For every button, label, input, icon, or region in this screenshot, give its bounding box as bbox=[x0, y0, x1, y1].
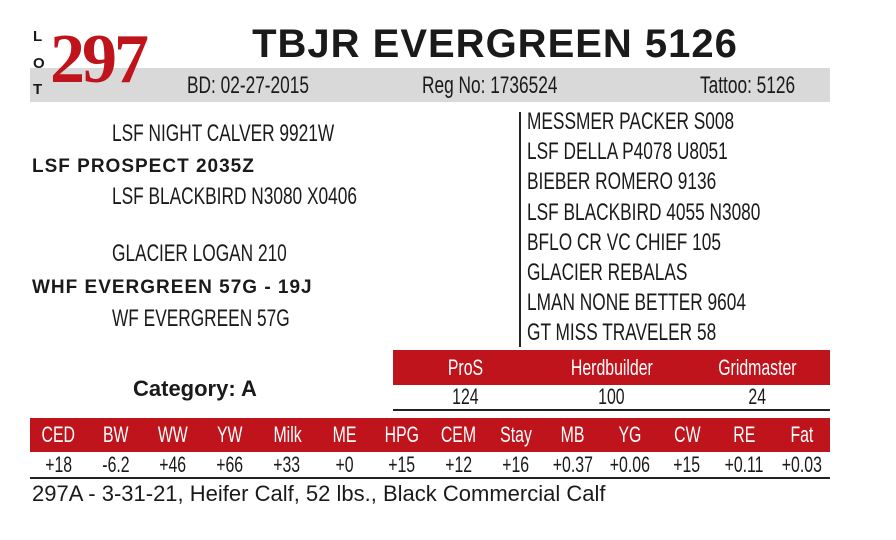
pedigree-divider bbox=[519, 112, 521, 347]
pedigree-sire: LSF PROSPECT 2035Z bbox=[32, 156, 255, 177]
index-header: ProS bbox=[448, 354, 484, 380]
index-header: Gridmaster bbox=[718, 354, 797, 380]
epd-value: +15 bbox=[673, 451, 701, 477]
pedigree-right-list: MESSMER PACKER S008 LSF DELLA P4078 U805… bbox=[527, 108, 851, 350]
category: Category: A bbox=[133, 376, 257, 401]
info-bar bbox=[30, 68, 830, 102]
epd-header: RE bbox=[733, 422, 756, 447]
index-table: ProS Herdbuilder Gridmaster 124 100 24 bbox=[393, 350, 830, 411]
epd-value: +33 bbox=[273, 451, 301, 477]
epd-value: +0 bbox=[335, 451, 354, 477]
epd-value: +16 bbox=[502, 451, 530, 477]
pedigree-sire-of-sire: LSF NIGHT CALVER 9921W bbox=[112, 120, 335, 147]
lot-letter: T bbox=[33, 81, 43, 98]
pedigree-dam: WHF EVERGREEN 57G - 19J bbox=[32, 277, 313, 298]
index-value: 24 bbox=[748, 384, 766, 409]
calf-info: 297A - 3-31-21, Heifer Calf, 52 lbs., Bl… bbox=[32, 481, 606, 506]
pedigree-dam-of-dam: WF EVERGREEN 57G bbox=[112, 305, 290, 332]
tattoo: Tattoo: 5126 bbox=[700, 72, 796, 99]
epd-header: YW bbox=[217, 422, 243, 447]
lot-number: 297 bbox=[50, 21, 149, 98]
epd-header: MB bbox=[560, 422, 585, 447]
epd-header: CEM bbox=[440, 422, 477, 447]
pedigree-ancestor: LMAN NONE BETTER 9604 bbox=[527, 289, 746, 317]
epd-value: +0.03 bbox=[781, 451, 822, 477]
epd-value: +12 bbox=[445, 451, 472, 477]
epd-value: +46 bbox=[159, 451, 187, 477]
pedigree-dam-of-sire: LSF BLACKBIRD N3080 X0406 bbox=[112, 183, 357, 210]
pedigree-ancestor: GLACIER REBALAS bbox=[527, 258, 688, 286]
epd-value: +0.11 bbox=[724, 451, 764, 477]
epd-header: Milk bbox=[273, 422, 302, 447]
epd-value: +15 bbox=[387, 451, 415, 477]
reg-number: Reg No: 1736524 bbox=[422, 72, 558, 99]
epd-value: +66 bbox=[216, 451, 244, 477]
pedigree-ancestor: LSF DELLA P4078 U8051 bbox=[527, 138, 728, 166]
epd-header: WW bbox=[157, 422, 188, 447]
pedigree-ancestor: BFLO CR VC CHIEF 105 bbox=[527, 228, 721, 256]
pedigree-sire-of-dam: GLACIER LOGAN 210 bbox=[112, 240, 287, 267]
epd-header: Stay bbox=[499, 422, 532, 447]
epd-header: ME bbox=[332, 422, 357, 447]
epd-header: CW bbox=[673, 422, 701, 447]
epd-header: BW bbox=[102, 422, 129, 447]
pedigree-ancestor: MESSMER PACKER S008 bbox=[527, 108, 735, 135]
pedigree-ancestor: BIEBER ROMERO 9136 bbox=[527, 168, 717, 196]
epd-value: -6.2 bbox=[102, 451, 130, 477]
epd-header: YG bbox=[618, 422, 642, 447]
pedigree-ancestor: LSF BLACKBIRD 4055 N3080 bbox=[527, 198, 761, 226]
epd-header: CED bbox=[41, 422, 76, 447]
index-value: 124 bbox=[452, 384, 480, 409]
lot-letter: O bbox=[33, 55, 45, 72]
epd-table: CED BW WW YW Milk ME HPG CEM Stay MB YG CW RE Fat +18… bbox=[30, 418, 830, 479]
animal-name: TBJR EVERGREEN 5126 bbox=[252, 22, 738, 66]
epd-header: Fat bbox=[789, 422, 813, 447]
index-header: Herdbuilder bbox=[570, 354, 653, 380]
birth-date: BD: 02-27-2015 bbox=[187, 72, 310, 99]
index-value: 100 bbox=[598, 384, 625, 409]
epd-value: +18 bbox=[45, 451, 73, 477]
pedigree-ancestor: GT MISS TRAVELER 58 bbox=[527, 319, 717, 347]
epd-header: HPG bbox=[384, 422, 419, 447]
lot-letter: L bbox=[33, 28, 43, 45]
epd-value: +0.37 bbox=[552, 451, 593, 477]
epd-value: +0.06 bbox=[609, 451, 651, 477]
